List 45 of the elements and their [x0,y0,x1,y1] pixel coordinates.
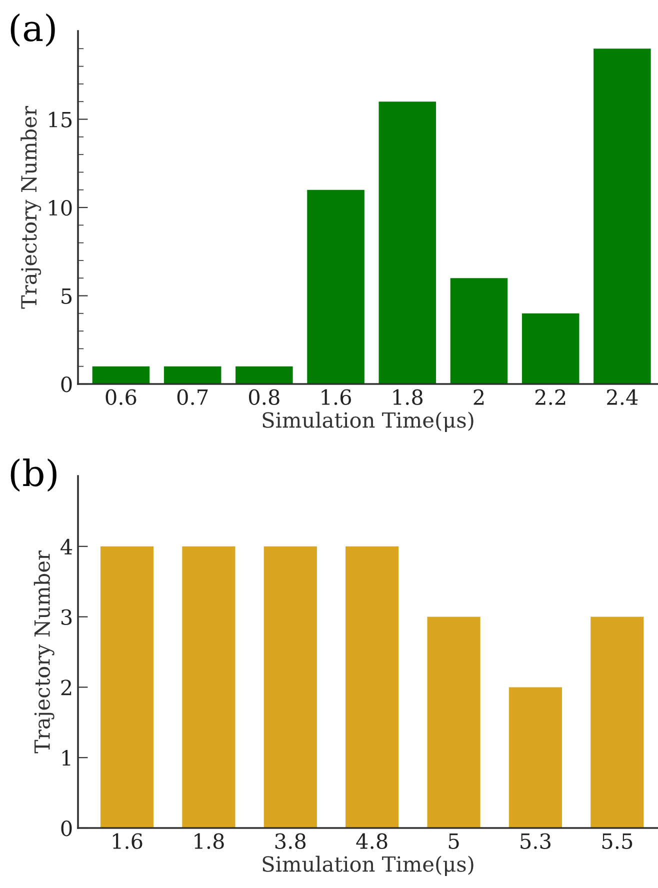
x-tick-label: 3.8 [275,833,306,849]
y-axis-title: Trajectory Number [20,106,42,309]
bar [427,616,480,828]
x-tick-label: 0.8 [248,389,280,405]
bar [92,366,150,384]
y-tick-label: 0 [61,820,72,836]
bar [346,546,399,828]
x-tick-label: 1.8 [194,833,224,849]
x-tick-label: 5.5 [602,834,632,849]
x-tick-label: 5 [448,834,459,849]
x-tick-label: 2 [474,389,484,405]
bar [100,546,154,828]
bar [307,190,364,384]
bar [236,366,293,384]
x-tick-label: 2.2 [535,389,566,405]
x-tick-label: 0.7 [177,389,208,405]
y-tick-label: 0 [61,376,72,392]
x-axis-title: Simulation Time(μs) [262,412,474,432]
bar [450,278,508,384]
bar [264,546,317,828]
bar [590,616,644,828]
y-tick-label: 3 [61,609,72,626]
bar [594,48,651,384]
x-tick-label: 1.6 [112,833,142,849]
bar [522,313,580,384]
y-tick-label: 1 [62,750,70,766]
bar [182,546,236,828]
x-axis-title: Simulation Time(μs) [262,856,474,876]
y-tick-label: 5 [62,288,72,304]
x-tick-label: 1.8 [393,389,423,405]
x-tick-label: 5.3 [520,833,550,849]
y-tick-label: 2 [61,680,72,696]
text: (a) [10,14,55,47]
x-tick-label: 0.6 [106,389,136,405]
bar [378,102,436,384]
y-tick-label: 15 [49,112,72,128]
text: (b) [10,458,56,492]
y-tick-label: 4 [60,538,72,554]
bar [164,366,222,384]
x-tick-label: 4.8 [356,833,388,849]
x-tick-label: 2.4 [607,389,638,405]
x-tick-label: 1.6 [322,389,352,405]
y-tick-label: 10 [49,200,72,216]
y-axis-title: Trajectory Number [34,550,54,754]
bar [508,687,562,828]
